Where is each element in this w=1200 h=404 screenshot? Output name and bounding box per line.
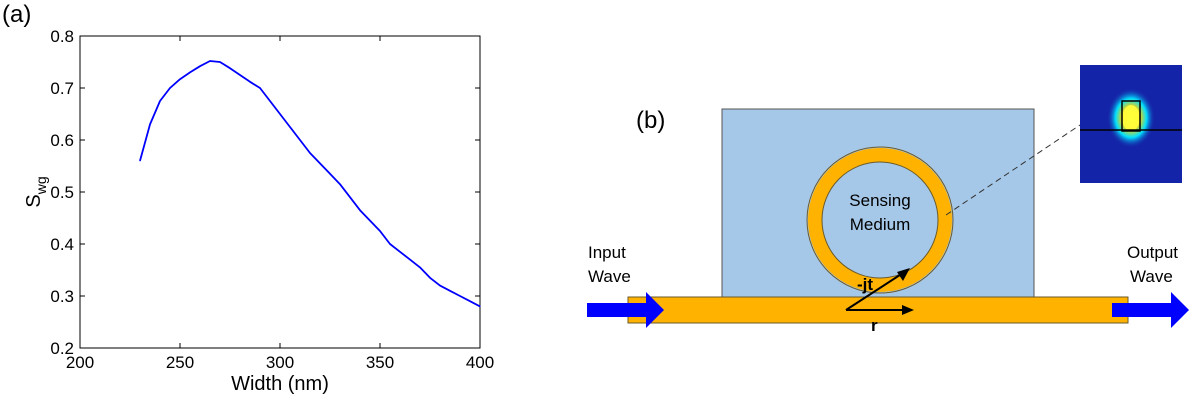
data-point — [139, 160, 141, 162]
x-tick-label: 200 — [66, 353, 94, 372]
data-point — [149, 123, 151, 125]
output-label-line2: Wave — [1130, 267, 1173, 286]
mode-pointer-line — [945, 124, 1081, 216]
y-tick-label: 0.5 — [50, 183, 74, 202]
data-point — [159, 100, 161, 102]
x-ticks: 200 250 300 350 400 — [66, 36, 494, 372]
y-tick-label: 0.2 — [50, 339, 74, 358]
y-tick-label: 0.8 — [50, 27, 74, 46]
y-tick-label: 0.4 — [50, 235, 74, 254]
data-point — [359, 209, 361, 211]
input-wave-arrow-icon — [587, 292, 664, 328]
mode-core — [1122, 105, 1140, 131]
data-point — [459, 295, 461, 297]
panel-a-label: (a) — [2, 1, 31, 28]
through-arrowhead — [902, 305, 914, 315]
sensing-label-line1: Sensing — [849, 191, 910, 210]
output-label-line1: Output — [1127, 243, 1178, 262]
y-axis-label: Swg — [23, 176, 49, 207]
x-tick-label: 400 — [466, 353, 494, 372]
x-tick-label: 350 — [366, 353, 394, 372]
y-tick-label: 0.7 — [50, 79, 74, 98]
data-point — [399, 251, 401, 253]
x-tick-label: 300 — [266, 353, 294, 372]
data-point — [199, 65, 201, 67]
data-point — [309, 152, 311, 154]
data-point — [169, 87, 171, 89]
data-point — [229, 67, 231, 69]
input-label-line2: Wave — [588, 267, 631, 286]
plot-frame — [79, 35, 481, 349]
data-point — [239, 74, 241, 76]
data-point — [439, 285, 441, 287]
data-point — [209, 60, 211, 62]
data-point — [469, 300, 471, 302]
ring-resonator-diagram: (b) Sensing Medium -jt r Input Wave Outp… — [587, 65, 1189, 335]
y-axis-label-main: S — [23, 194, 45, 207]
data-point — [289, 126, 291, 128]
data-point — [389, 243, 391, 245]
data-point — [259, 87, 261, 89]
data-point — [379, 230, 381, 232]
data-point — [429, 277, 431, 279]
y-tick-label: 0.3 — [50, 287, 74, 306]
data-point — [179, 78, 181, 80]
input-label-line1: Input — [588, 243, 626, 262]
waveguide-cross-section — [1121, 100, 1141, 132]
data-point — [299, 139, 301, 141]
data-point — [449, 290, 451, 292]
y-axis-label-sub: wg — [33, 176, 49, 195]
x-axis-label: Width (nm) — [231, 373, 329, 395]
x-tick-label: 250 — [166, 353, 194, 372]
output-wave-arrow-icon — [1112, 292, 1189, 328]
through-label: r — [871, 316, 878, 335]
sensing-label-line2: Medium — [850, 215, 910, 234]
coupling-arrowhead — [897, 268, 910, 281]
data-point — [349, 196, 351, 198]
series-line — [139, 60, 481, 308]
data-point — [269, 100, 271, 102]
y-ticks: 0.2 0.3 0.4 0.5 0.6 0.7 0.8 — [50, 27, 480, 358]
data-point — [339, 183, 341, 185]
coupling-arrows — [845, 268, 914, 315]
data-point — [479, 305, 481, 307]
y-tick-label: 0.6 — [50, 131, 74, 150]
data-point — [319, 162, 321, 164]
mode-profile-image-icon — [1080, 65, 1182, 183]
data-point — [279, 113, 281, 115]
data-point — [419, 266, 421, 268]
coupling-arrow-line — [845, 272, 904, 311]
data-point — [219, 61, 221, 63]
data-point — [189, 71, 191, 73]
series-points — [139, 60, 481, 307]
data-point — [369, 220, 371, 222]
sensing-medium-area — [821, 161, 939, 279]
coupling-label: -jt — [857, 275, 873, 294]
data-point — [249, 81, 251, 83]
chart-a: (a) 200 250 300 350 400 0.20.30.40.50.60.70.… — [2, 1, 494, 395]
data-point — [329, 173, 331, 175]
data-point — [409, 259, 411, 261]
panel-b-label: (b) — [636, 107, 665, 134]
ring-outer-edge — [806, 146, 954, 294]
